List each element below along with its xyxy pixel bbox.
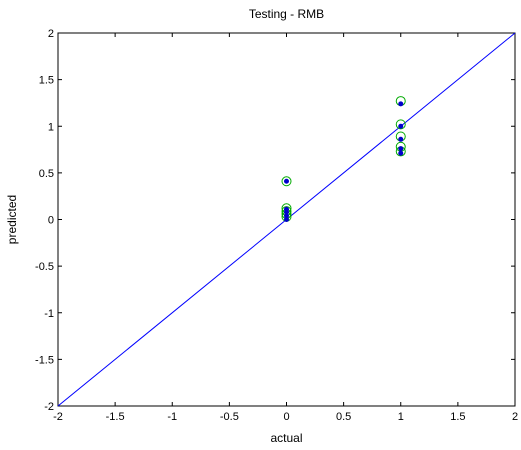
y-tick-label: -2 (44, 401, 54, 413)
filled-dot-point (284, 178, 289, 184)
x-tick-label: 1.5 (450, 411, 465, 423)
x-tick-label: 2 (512, 411, 518, 423)
x-tick-label: -1.5 (106, 411, 125, 423)
x-axis-ticks: -2 -1.5 -1 -0.5 0 0.5 1 1.5 2 (53, 33, 518, 423)
x-axis-title: actual (270, 431, 302, 445)
open-circle-point (281, 176, 292, 187)
filled-dot-point (398, 136, 404, 142)
x-tick-label: 1 (398, 411, 404, 423)
filled-dot-point (398, 146, 404, 152)
y-tick-label: 0 (48, 215, 54, 227)
data-points (281, 96, 406, 222)
y-tick-label: 2 (48, 28, 54, 40)
filled-dot-point (398, 123, 404, 129)
x-tick-label: -2 (53, 411, 63, 423)
x-tick-label: -0.5 (220, 411, 239, 423)
filled-dot-point (284, 213, 289, 219)
y-tick-label: -1 (44, 308, 54, 320)
x-tick-label: 0 (283, 411, 289, 423)
y-axis-ticks: -2 -1.5 -1 -0.5 0 0.5 1 1.5 2 (35, 28, 515, 413)
x-tick-label: 0.5 (336, 411, 351, 423)
filled-dot-point (398, 101, 404, 107)
y-tick-label: 0.5 (39, 168, 54, 180)
open-circle-point (395, 119, 406, 130)
y-tick-label: -0.5 (35, 261, 54, 273)
filled-dot-point (284, 209, 289, 215)
chart-title: Testing - RMB (249, 7, 324, 21)
y-tick-label: 1 (48, 121, 54, 133)
filled-dot-point (398, 150, 404, 156)
filled-dot-point (284, 217, 289, 222)
y-tick-label: -1.5 (35, 354, 54, 366)
x-tick-label: -1 (167, 411, 177, 423)
y-tick-label: 1.5 (39, 75, 54, 87)
y-axis-title: predicted (5, 195, 19, 244)
